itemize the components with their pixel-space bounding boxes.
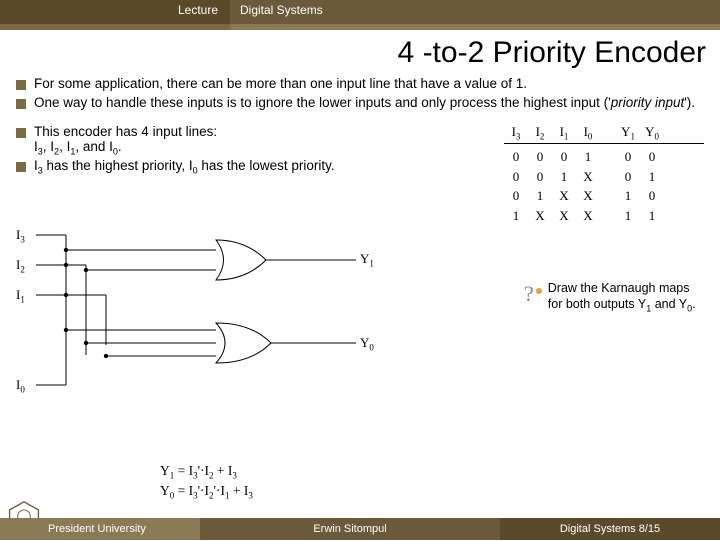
- truth-table-row: 000100: [504, 147, 704, 167]
- bullet-text-2: One way to handle these inputs is to ign…: [34, 95, 704, 112]
- note-text: Draw the Karnaugh maps for both outputs …: [548, 281, 704, 314]
- truth-table-row: 01XX10: [504, 186, 704, 206]
- diagram-label-i1: I1: [16, 287, 25, 305]
- footer-page: Digital Systems 8/15: [500, 518, 720, 540]
- bullet-square-icon: [16, 128, 26, 138]
- mid-bullet-2: I3 has the highest priority, I0 has the …: [34, 158, 504, 176]
- bullet-square-icon: [16, 80, 26, 90]
- footer-university: President University: [0, 518, 200, 540]
- truth-table-header: I3 I2 I1 I0 Y1 Y0: [504, 124, 704, 145]
- equation-y1: Y1 = I3'·I2 + I3: [160, 462, 253, 482]
- mid-bullet-1: This encoder has 4 input lines: I3, I2, …: [34, 124, 504, 157]
- bullet-square-icon: [16, 99, 26, 109]
- diagram-label-y0: Y0: [360, 335, 374, 353]
- truth-table-row: 001X01: [504, 167, 704, 187]
- header-lecture-label: Lecture: [0, 0, 230, 24]
- truth-table-row: 1XXX11: [504, 206, 704, 226]
- header-course-label: Digital Systems: [230, 0, 720, 24]
- logic-diagram: I3 I2 I1 I0 Y1 Y0: [16, 225, 416, 405]
- question-mark-icon: ?: [524, 281, 534, 314]
- equations: Y1 = I3'·I2 + I3 Y0 = I3'·I2'·I1 + I3: [160, 462, 253, 503]
- diagram-label-y1: Y1: [360, 251, 374, 269]
- truth-table: I3 I2 I1 I0 Y1 Y0 000100001X0101XX101XXX…: [504, 124, 704, 226]
- footer-author: Erwin Sitompul: [200, 518, 500, 540]
- diagram-label-i0: I0: [16, 377, 25, 395]
- note-bullet-icon: [536, 288, 542, 294]
- bullet-text-1: For some application, there can be more …: [34, 76, 704, 93]
- bullet-square-icon: [16, 162, 26, 172]
- diagram-label-i2: I2: [16, 257, 25, 275]
- slide-title: 4 -to-2 Priority Encoder: [0, 30, 720, 74]
- diagram-label-i3: I3: [16, 227, 25, 245]
- equation-y0: Y0 = I3'·I2'·I1 + I3: [160, 482, 253, 502]
